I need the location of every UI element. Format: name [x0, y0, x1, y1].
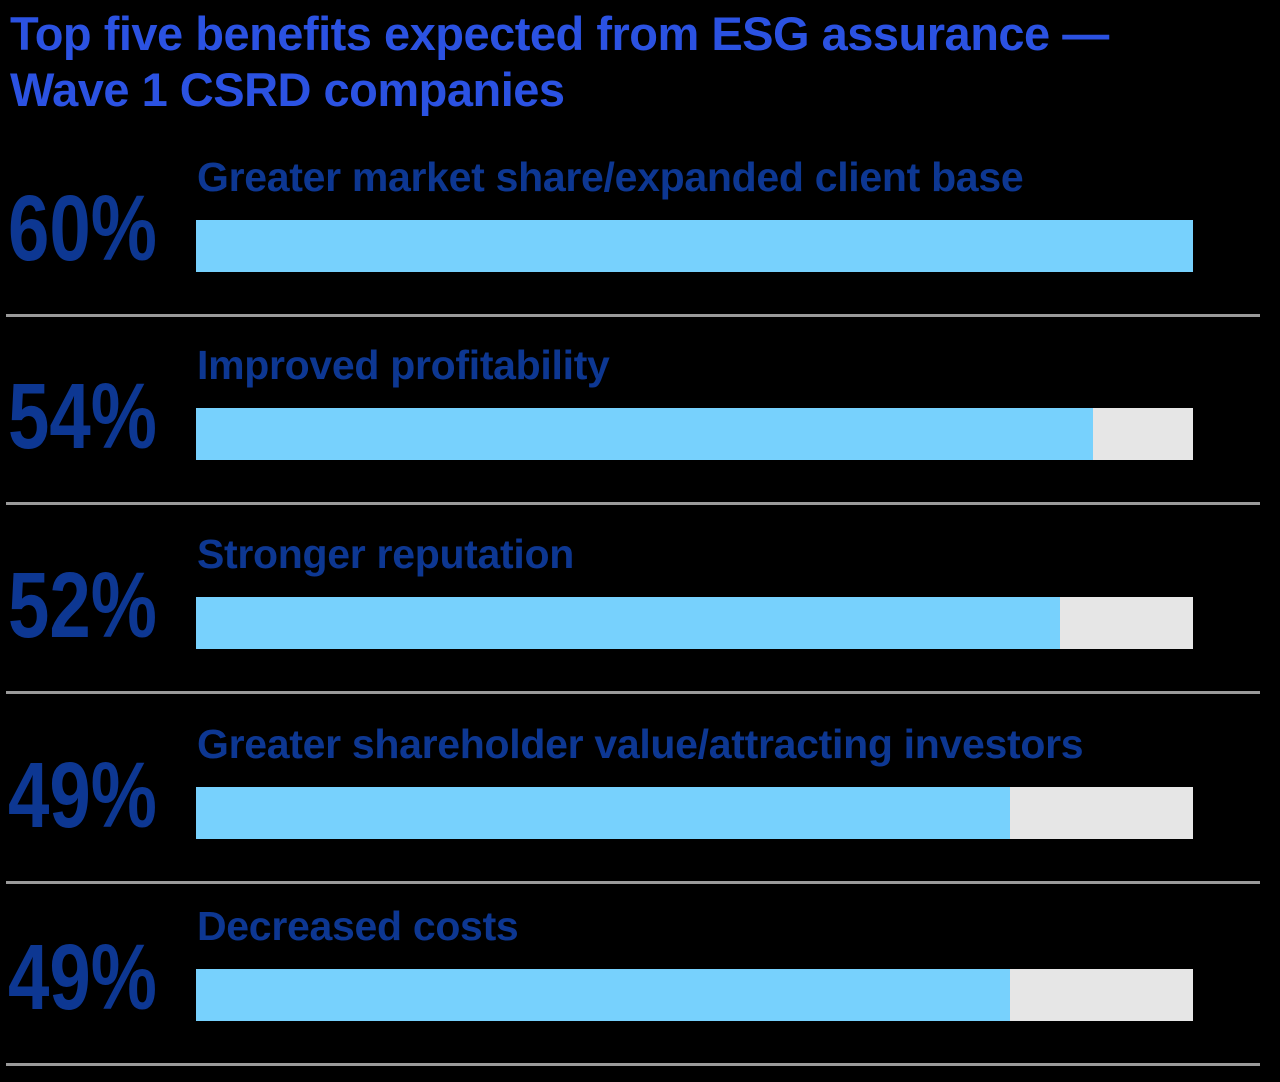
chart-title: Top five benefits expected from ESG assu…: [10, 6, 1250, 118]
row-divider: [6, 314, 1260, 317]
row-divider: [6, 502, 1260, 505]
value-label: 60%: [8, 176, 157, 280]
value-label: 49%: [8, 743, 157, 847]
bar-track: [196, 969, 1193, 1021]
bar-track: [196, 408, 1193, 460]
chart-row: 52% Stronger reputation: [0, 527, 1280, 715]
bar-fill: [196, 408, 1094, 460]
bar-track: [196, 597, 1193, 649]
chart-title-line-2: Wave 1 CSRD companies: [10, 63, 565, 116]
chart-row: 54% Improved profitability: [0, 338, 1280, 526]
bar-label: Decreased costs: [197, 903, 519, 949]
bar-label: Greater market share/expanded client bas…: [197, 154, 1024, 200]
chart-row: 60% Greater market share/expanded client…: [0, 150, 1280, 338]
chart-row: 49% Greater shareholder value/attracting…: [0, 717, 1280, 905]
row-divider: [6, 1063, 1260, 1066]
bar-track: [196, 220, 1193, 272]
bar-fill: [196, 597, 1061, 649]
row-divider: [6, 881, 1260, 884]
chart-title-line-1: Top five benefits expected from ESG assu…: [10, 7, 1109, 60]
chart-row: 49% Decreased costs: [0, 899, 1280, 1082]
value-label: 52%: [8, 553, 157, 657]
bar-label: Improved profitability: [197, 342, 610, 388]
bar-label: Greater shareholder value/attracting inv…: [197, 721, 1084, 767]
bar-label: Stronger reputation: [197, 531, 574, 577]
bar-fill: [196, 220, 1193, 272]
bar-fill: [196, 969, 1011, 1021]
bar-track: [196, 787, 1193, 839]
row-divider: [6, 691, 1260, 694]
value-label: 49%: [8, 925, 157, 1029]
value-label: 54%: [8, 364, 157, 468]
bar-fill: [196, 787, 1011, 839]
